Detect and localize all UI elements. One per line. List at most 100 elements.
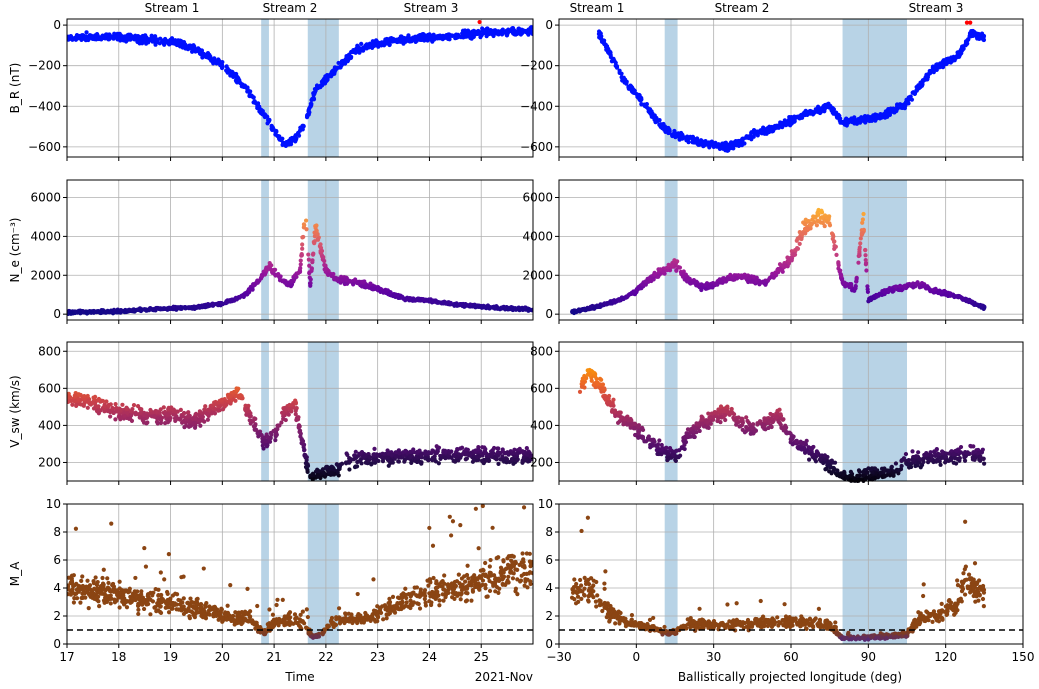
data-point <box>291 138 296 143</box>
data-point <box>643 102 648 108</box>
data-points <box>67 19 533 149</box>
data-point <box>416 298 421 303</box>
data-point <box>362 279 367 284</box>
data-point <box>933 67 939 72</box>
data-point <box>479 305 484 310</box>
data-point <box>882 289 887 295</box>
data-point <box>864 268 869 273</box>
data-points <box>596 20 987 153</box>
data-point <box>255 431 260 436</box>
data-point <box>133 33 138 38</box>
data-point <box>484 26 490 31</box>
data-point <box>345 59 350 64</box>
data-point <box>743 135 748 140</box>
stream-label-left-2: Stream 2 <box>263 1 318 15</box>
data-point <box>981 35 986 40</box>
data-point <box>793 247 798 253</box>
data-point <box>486 305 492 310</box>
shaded-band-2 <box>307 342 339 481</box>
data-point <box>528 25 533 30</box>
data-point <box>613 63 618 68</box>
data-point <box>773 270 778 275</box>
data-point <box>119 34 125 39</box>
panel-BR-left: 0−200−400−600 <box>28 18 534 161</box>
data-point <box>690 135 696 141</box>
data-point <box>530 308 533 313</box>
data-point <box>205 417 210 422</box>
data-point <box>832 246 837 252</box>
data-point <box>338 277 344 282</box>
data-point <box>836 263 841 268</box>
data-point <box>853 286 858 291</box>
data-point <box>321 81 326 86</box>
data-point <box>861 211 866 217</box>
data-point <box>670 262 675 268</box>
y-tick-label: 2000 <box>30 268 61 282</box>
data-point <box>713 281 718 286</box>
data-point <box>602 301 607 306</box>
data-point <box>293 400 298 405</box>
y-tick-label: −200 <box>28 59 61 73</box>
y-tick-label: −600 <box>28 140 61 154</box>
data-point <box>466 30 471 35</box>
data-point <box>784 121 789 126</box>
data-point <box>181 39 187 45</box>
data-point <box>413 34 418 39</box>
y-tick-label: 6000 <box>522 191 553 205</box>
data-point <box>616 297 622 303</box>
data-point <box>99 35 104 40</box>
data-point <box>809 109 815 115</box>
data-point <box>827 223 833 228</box>
data-point <box>801 112 806 117</box>
data-point <box>742 141 747 146</box>
data-point <box>113 417 118 422</box>
data-point <box>819 208 824 213</box>
data-point <box>491 33 496 39</box>
data-point <box>255 280 260 285</box>
data-point <box>187 43 192 48</box>
data-point <box>871 113 876 118</box>
data-point <box>852 117 857 122</box>
data-point <box>324 75 329 81</box>
data-point <box>939 290 945 295</box>
data-point <box>504 33 509 38</box>
data-point <box>84 30 89 35</box>
data-point <box>93 309 98 314</box>
stream-label-right-1: Stream 1 <box>570 1 625 15</box>
data-point <box>921 78 926 83</box>
data-point <box>263 438 269 444</box>
data-point <box>196 48 201 53</box>
data-point <box>874 113 879 119</box>
data-point <box>733 138 738 144</box>
data-point <box>162 38 168 43</box>
data-point <box>130 307 135 312</box>
data-point <box>259 111 265 117</box>
axes-frame <box>66 179 534 321</box>
data-point <box>309 266 314 271</box>
data-point <box>113 401 118 407</box>
data-point <box>501 30 506 35</box>
data-point <box>968 20 973 25</box>
data-point <box>874 293 880 298</box>
y-axis-label-Ne: N_e (cm⁻³) <box>8 218 22 283</box>
data-point <box>520 307 525 312</box>
data-point <box>911 285 916 290</box>
data-point <box>848 117 853 122</box>
data-point <box>351 457 356 462</box>
data-point <box>639 102 644 107</box>
data-point <box>374 38 379 44</box>
y-tick-label: −400 <box>28 99 61 113</box>
data-point <box>530 31 533 37</box>
shaded-band-2 <box>842 19 907 157</box>
data-point <box>299 253 304 258</box>
data-point <box>814 223 819 228</box>
data-point <box>251 282 256 287</box>
shaded-band-1 <box>261 342 269 481</box>
data-point <box>661 269 666 274</box>
data-point <box>67 35 71 40</box>
data-point <box>635 92 640 97</box>
data-point <box>247 92 252 97</box>
data-point <box>657 118 662 123</box>
data-point <box>171 304 176 309</box>
data-point <box>298 266 303 271</box>
